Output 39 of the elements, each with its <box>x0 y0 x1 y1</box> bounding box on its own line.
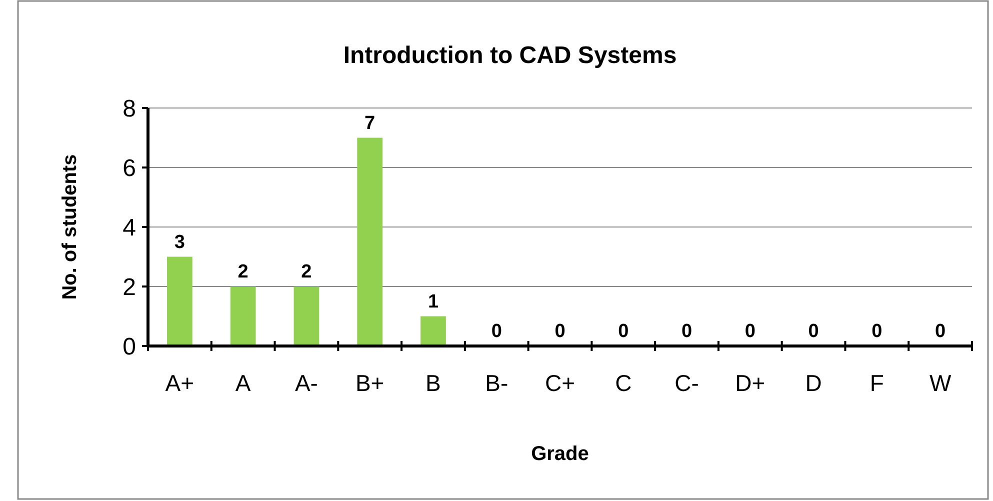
x-tick-label: A+ <box>165 370 194 396</box>
data-label: 7 <box>364 112 376 134</box>
y-tick-label: 0 <box>122 333 136 360</box>
y-axis-title: No. of students <box>59 154 81 300</box>
x-axis-title: Grade <box>531 443 589 465</box>
data-label: 1 <box>428 291 439 312</box>
x-tick-label: C <box>615 370 632 396</box>
data-label: 0 <box>808 321 819 342</box>
x-tick-label: A- <box>294 370 318 396</box>
x-tick-label: A <box>235 370 252 396</box>
x-tick-label: C- <box>674 370 699 396</box>
data-label: 0 <box>681 321 692 342</box>
bar <box>167 256 192 346</box>
data-label: 0 <box>744 321 756 342</box>
x-tick-label: D <box>805 370 822 396</box>
x-tick-label: C+ <box>544 370 576 396</box>
x-tick-label: W <box>929 370 952 396</box>
data-label: 0 <box>935 321 946 342</box>
y-tick-label: 8 <box>122 95 136 122</box>
x-tick-label: B- <box>485 370 508 396</box>
data-label: 2 <box>238 262 248 282</box>
chart-title: Introduction to CAD Systems <box>343 42 677 69</box>
y-tick-label: 4 <box>122 214 136 242</box>
bar <box>294 286 320 346</box>
data-label: 0 <box>872 321 882 342</box>
x-tick-label: B <box>426 370 441 396</box>
x-tick-label: D+ <box>735 370 766 396</box>
data-label: 3 <box>174 232 185 253</box>
bar <box>420 316 446 346</box>
x-tick-label: F <box>870 370 884 396</box>
y-tick-label: 6 <box>122 154 136 182</box>
data-label: 0 <box>491 321 502 342</box>
bar <box>357 138 383 346</box>
x-tick-label: B+ <box>355 370 384 396</box>
data-label: 2 <box>301 262 312 282</box>
data-label: 0 <box>554 321 566 342</box>
y-tick-label: 2 <box>122 274 136 301</box>
data-label: 0 <box>618 321 629 342</box>
bar <box>230 286 256 346</box>
